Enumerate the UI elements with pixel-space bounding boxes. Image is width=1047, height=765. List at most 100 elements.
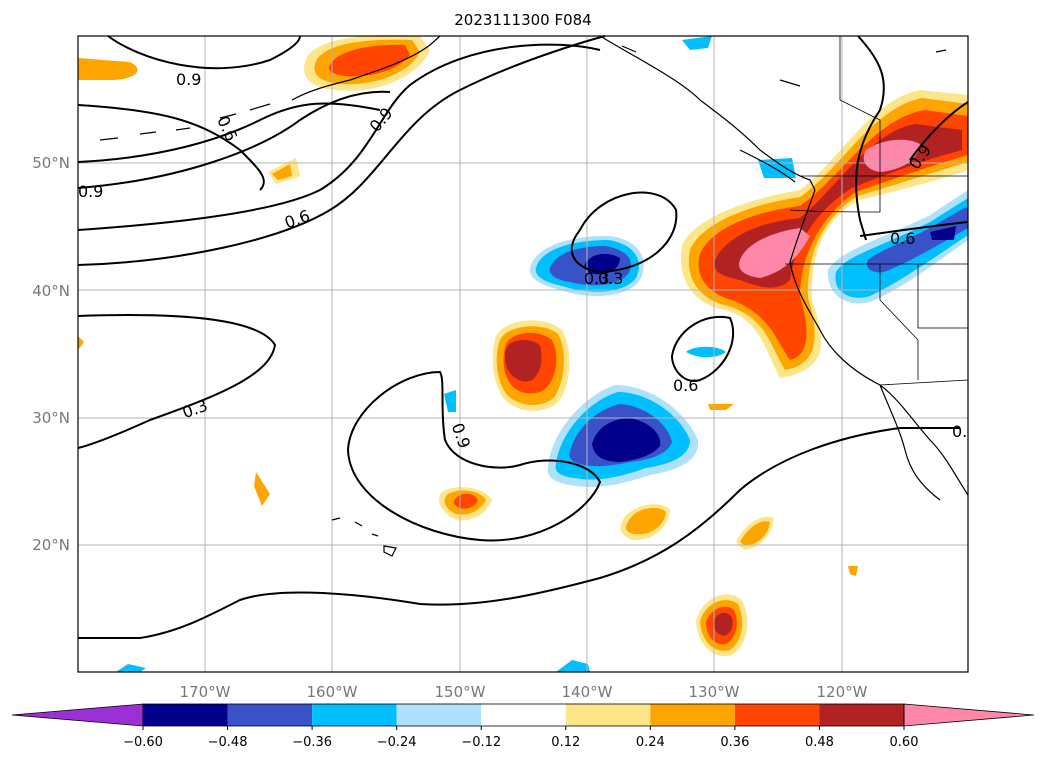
coastline-hawaii — [331, 517, 397, 557]
contour-top-left — [107, 35, 301, 70]
contour-wave — [77, 43, 601, 231]
colorbar-tick-label: 0.36 — [720, 735, 749, 750]
border-nv-ut — [917, 264, 968, 329]
filled-shading — [78, 35, 968, 672]
colorbar-frame — [142, 703, 905, 727]
contour-n-3 — [77, 90, 391, 189]
colorbar-segment — [396, 704, 482, 726]
lon-label: 130°W — [689, 683, 740, 701]
contour-09-n — [855, 35, 885, 241]
contour-n-2 — [77, 102, 381, 163]
lat-label: 30°N — [32, 409, 70, 427]
colorbar-ticks: −0.60 −0.48 −0.36 −0.24 −0.12 0.12 0.24 0.36 0.4… — [123, 726, 918, 750]
colorbar: −0.60 −0.48 −0.36 −0.24 −0.12 0.12 0.24 0.36 0.4… — [11, 703, 1035, 750]
contour-south — [78, 427, 960, 639]
lon-label: 170°W — [180, 683, 231, 701]
lat-label: 20°N — [32, 536, 70, 554]
contour-label: 0.6 — [673, 376, 698, 395]
borders — [785, 36, 969, 386]
contour-ring — [570, 191, 678, 274]
contour-label: 0.9 — [78, 182, 103, 201]
contours — [77, 35, 969, 639]
shade-cold-d — [444, 390, 456, 412]
contour-mid-hook — [346, 370, 602, 542]
shade-cold-b4 — [592, 418, 661, 462]
shade-cold-bottom2 — [556, 660, 590, 672]
colorbar-segment — [143, 704, 228, 726]
border-ca-mexico — [879, 379, 969, 386]
coastline-vancouver — [739, 149, 796, 183]
lon-label: 160°W — [307, 683, 358, 701]
coastline-aleutians — [99, 103, 271, 141]
colorbar-tick-label: 0.24 — [636, 735, 665, 750]
shade-cold-inland4 — [930, 226, 956, 240]
coastlines — [99, 35, 969, 557]
border-ca-nv — [879, 264, 919, 380]
shade-cold-e — [758, 158, 796, 178]
shade-cold-a4 — [584, 253, 620, 275]
lat-label: 40°N — [32, 282, 70, 300]
colorbar-segment — [650, 704, 735, 726]
shade-cold-bottom1 — [116, 664, 146, 672]
shade-cold-inland3 — [866, 206, 968, 273]
lon-label: 140°W — [562, 683, 613, 701]
colorbar-tick-label: 0.48 — [805, 735, 834, 750]
shade-warm-gulf-core — [328, 44, 410, 77]
contour-03 — [77, 314, 277, 449]
shade-cold-c — [686, 346, 726, 358]
border-wa-or — [789, 176, 881, 213]
shade-warm-s2b — [626, 507, 666, 535]
graticule — [78, 36, 968, 672]
colorbar-tick-label: 0.12 — [551, 735, 580, 750]
colorbar-segment — [312, 704, 397, 726]
colorbar-tick-label: 0.60 — [890, 735, 919, 750]
contour-label: 0.9 — [176, 70, 201, 89]
colorbar-segments — [11, 703, 1035, 727]
colorbar-tick-label: −0.36 — [292, 735, 332, 750]
colorbar-segment — [565, 704, 651, 726]
shade-warm-small1b — [272, 164, 292, 180]
lon-label: 120°W — [817, 683, 868, 701]
colorbar-tick-label: −0.24 — [377, 735, 417, 750]
shade-warm-coast-3 — [698, 110, 968, 360]
border-id — [839, 36, 881, 176]
colorbar-segment — [481, 704, 566, 726]
colorbar-tick-label: −0.12 — [461, 735, 501, 750]
colorbar-extend-low — [11, 703, 144, 727]
shade-warm-s3b — [740, 521, 770, 546]
shade-warm-west — [78, 58, 138, 80]
shade-cold-top — [682, 36, 712, 50]
shade-warm-s5 — [254, 472, 270, 506]
shade-warm-s4d — [713, 612, 733, 636]
contour-06 — [77, 35, 606, 266]
shade-warm-s7 — [848, 566, 858, 576]
contour-label: 0.6 — [890, 229, 915, 248]
coastline-se-alaska — [599, 35, 816, 191]
contour-06-small — [670, 315, 735, 382]
coastline-alaska — [291, 35, 441, 101]
contour-n-1 — [77, 104, 265, 191]
map-title: 2023111300 F084 — [454, 11, 591, 29]
contour-label: 0.3 — [584, 269, 609, 288]
contour-labels: 0.9 0.9 0.6 0.9 0.6 0.9 0.3 0.3 0.6 0.9 … — [78, 70, 967, 451]
contour-label: 0.3 — [598, 269, 623, 288]
colorbar-segment — [734, 704, 820, 726]
coastline-west-coast — [789, 189, 969, 496]
map-frame — [77, 35, 969, 673]
colorbar-tick-label: −0.48 — [208, 735, 248, 750]
coastline-baja — [879, 384, 941, 501]
colorbar-segment — [227, 704, 313, 726]
colorbar-segment — [819, 704, 904, 726]
map-panel: 0.9 0.9 0.6 0.9 0.6 0.9 0.3 0.3 0.6 0.9 … — [77, 35, 969, 673]
shade-warm-s8 — [78, 336, 84, 350]
shade-warm-coast-5 — [739, 228, 810, 278]
longitude-labels: 170°W 160°W 150°W 140°W 130°W 120°W — [180, 683, 868, 701]
shade-warm-coast-6 — [863, 139, 920, 172]
lat-label: 50°N — [32, 154, 70, 172]
colorbar-extend-high — [903, 703, 1035, 727]
coastline-islands-ne — [621, 45, 947, 87]
contour-label: 0. — [952, 422, 967, 441]
latitude-labels: 50°N 40°N 30°N 20°N — [32, 154, 70, 554]
lon-label: 150°W — [435, 683, 486, 701]
shade-warm-mid4 — [505, 340, 542, 382]
